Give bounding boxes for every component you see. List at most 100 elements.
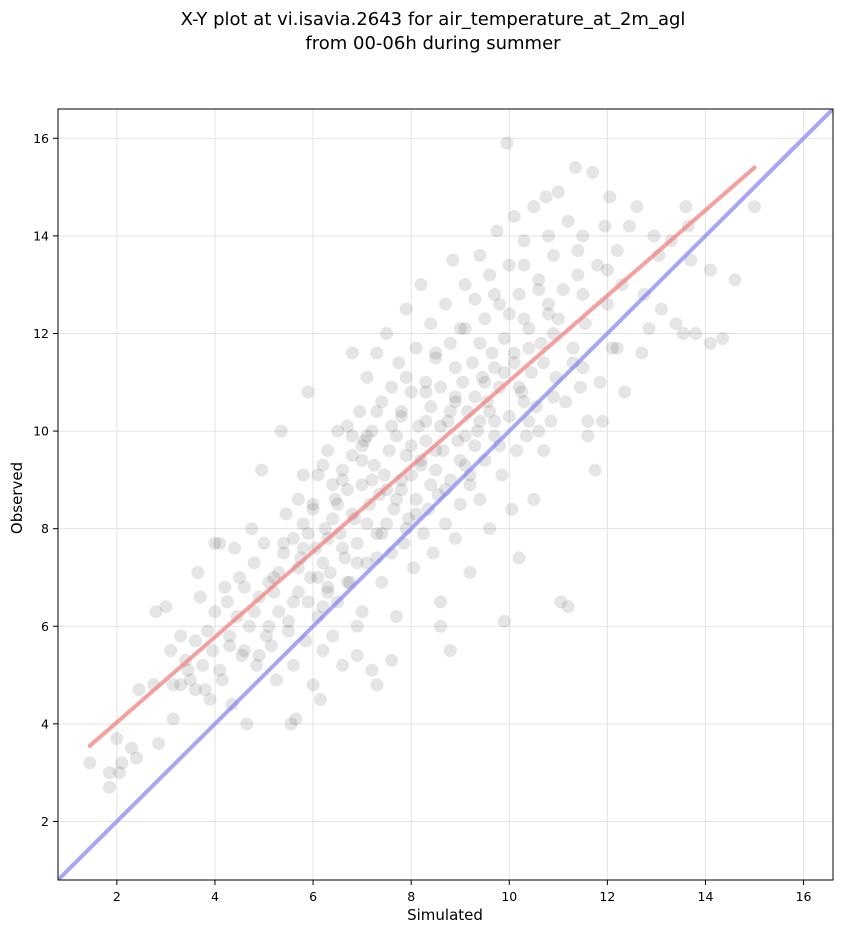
data-point — [340, 419, 354, 433]
data-point — [591, 258, 605, 272]
y-tick-label: 14 — [33, 228, 49, 243]
data-point — [419, 434, 433, 448]
data-point — [360, 429, 374, 443]
data-point — [132, 683, 146, 697]
data-point — [399, 370, 413, 384]
data-point — [502, 307, 516, 321]
data-point — [291, 561, 305, 575]
data-point — [468, 439, 482, 453]
data-point — [125, 741, 139, 755]
data-point — [497, 331, 511, 345]
data-point — [306, 502, 320, 516]
data-point — [716, 331, 730, 345]
data-point — [532, 424, 546, 438]
data-point — [429, 346, 443, 360]
data-point — [306, 497, 320, 511]
data-point — [257, 536, 271, 550]
data-point — [502, 409, 516, 423]
data-point — [296, 541, 310, 555]
data-point — [360, 370, 374, 384]
data-point — [277, 536, 291, 550]
data-point — [335, 658, 349, 672]
data-point — [389, 609, 403, 623]
data-point — [610, 244, 624, 258]
data-point — [247, 556, 261, 570]
data-point — [507, 346, 521, 360]
data-point — [473, 336, 487, 350]
y-tick-label: 10 — [33, 424, 49, 439]
x-tick-label: 16 — [796, 889, 812, 904]
data-point — [448, 390, 462, 404]
data-point — [218, 580, 232, 594]
data-point — [576, 229, 590, 243]
data-point — [515, 385, 529, 399]
data-point — [377, 468, 391, 482]
chart-title-line2: from 00-06h during summer — [305, 33, 561, 54]
data-point — [296, 517, 310, 531]
data-point — [409, 507, 423, 521]
data-point — [375, 527, 389, 541]
data-point — [463, 566, 477, 580]
data-point — [181, 663, 195, 677]
data-point — [507, 356, 521, 370]
data-point — [571, 268, 585, 282]
data-point — [568, 161, 582, 175]
data-point — [110, 731, 124, 745]
data-point — [635, 346, 649, 360]
data-point — [439, 297, 452, 311]
data-point — [272, 566, 286, 580]
data-point — [316, 644, 330, 658]
data-point — [316, 556, 330, 570]
data-point — [542, 297, 556, 311]
data-point — [497, 614, 511, 628]
data-point — [426, 546, 440, 560]
y-tick-label: 16 — [33, 131, 49, 146]
data-point — [213, 536, 227, 550]
data-point — [409, 341, 423, 355]
data-point — [443, 473, 457, 487]
data-point — [245, 522, 259, 536]
data-point — [152, 736, 166, 750]
data-point — [448, 395, 462, 409]
fit-lines — [58, 109, 833, 880]
data-point — [630, 200, 644, 214]
data-point — [282, 624, 296, 638]
data-point — [488, 429, 502, 443]
data-point — [534, 336, 548, 350]
data-point — [488, 361, 502, 375]
axis-ticks: 2 4 6 8 10 12 14 16 2 4 6 8 10 12 14 16 — [33, 131, 811, 904]
data-point — [385, 380, 399, 394]
data-point — [385, 653, 399, 667]
data-point — [446, 253, 460, 267]
data-point — [453, 497, 467, 511]
data-point — [463, 478, 477, 492]
data-point — [338, 551, 352, 565]
data-point — [537, 356, 551, 370]
data-point — [358, 434, 372, 448]
data-point — [429, 463, 443, 477]
data-point — [250, 658, 264, 672]
data-point — [490, 224, 504, 238]
data-point — [350, 649, 364, 663]
data-point — [355, 439, 369, 453]
data-point — [370, 346, 384, 360]
data-point — [159, 600, 173, 614]
data-point — [213, 663, 227, 677]
data-point — [537, 444, 551, 458]
data-point — [355, 605, 369, 619]
data-point — [473, 414, 487, 428]
data-point — [193, 590, 207, 604]
data-point — [492, 297, 506, 311]
data-point — [326, 478, 340, 492]
data-point — [522, 414, 536, 428]
data-point — [83, 756, 97, 770]
regression-line — [87, 165, 757, 748]
data-point — [517, 234, 531, 248]
data-point — [242, 619, 256, 633]
data-point — [586, 165, 600, 179]
x-tick-label: 4 — [211, 889, 219, 904]
data-point — [208, 605, 222, 619]
data-point — [456, 375, 470, 389]
data-point — [603, 190, 617, 204]
data-point — [284, 717, 298, 731]
